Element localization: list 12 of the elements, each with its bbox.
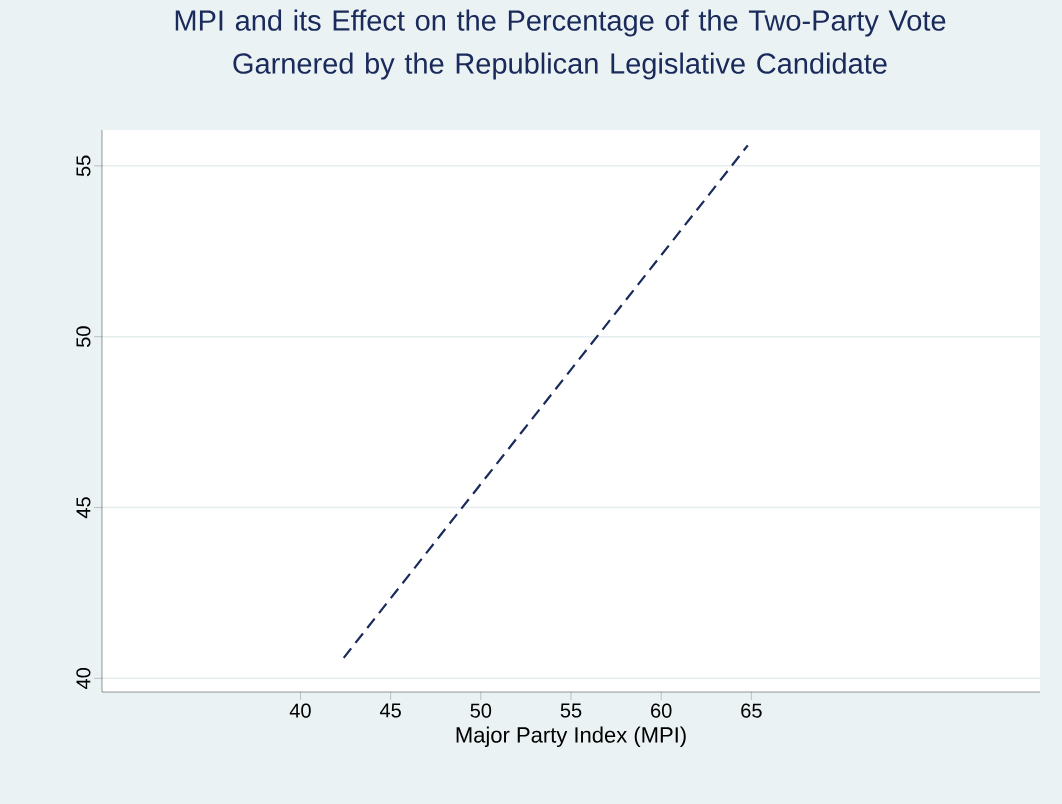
x-tick-label: 50	[470, 703, 492, 718]
x-tick-label: 40	[289, 703, 311, 718]
x-tick-label: 55	[560, 703, 582, 718]
y-tick-label: 55	[76, 155, 91, 177]
x-axis-title: Major Party Index (MPI)	[456, 726, 686, 748]
chart-title: MPI and its Effect on the Percentage of the Two-Party Vote Garnered by the Republican Legislative Candidate	[175, 9, 946, 80]
y-tick-label: 50	[76, 326, 91, 348]
x-tick-label: 65	[741, 703, 762, 718]
y-tick-label: 40	[76, 668, 91, 689]
x-tick-label: 45	[379, 703, 401, 718]
y-tick-label: 45	[76, 497, 91, 519]
x-tick-label: 60	[651, 703, 672, 718]
